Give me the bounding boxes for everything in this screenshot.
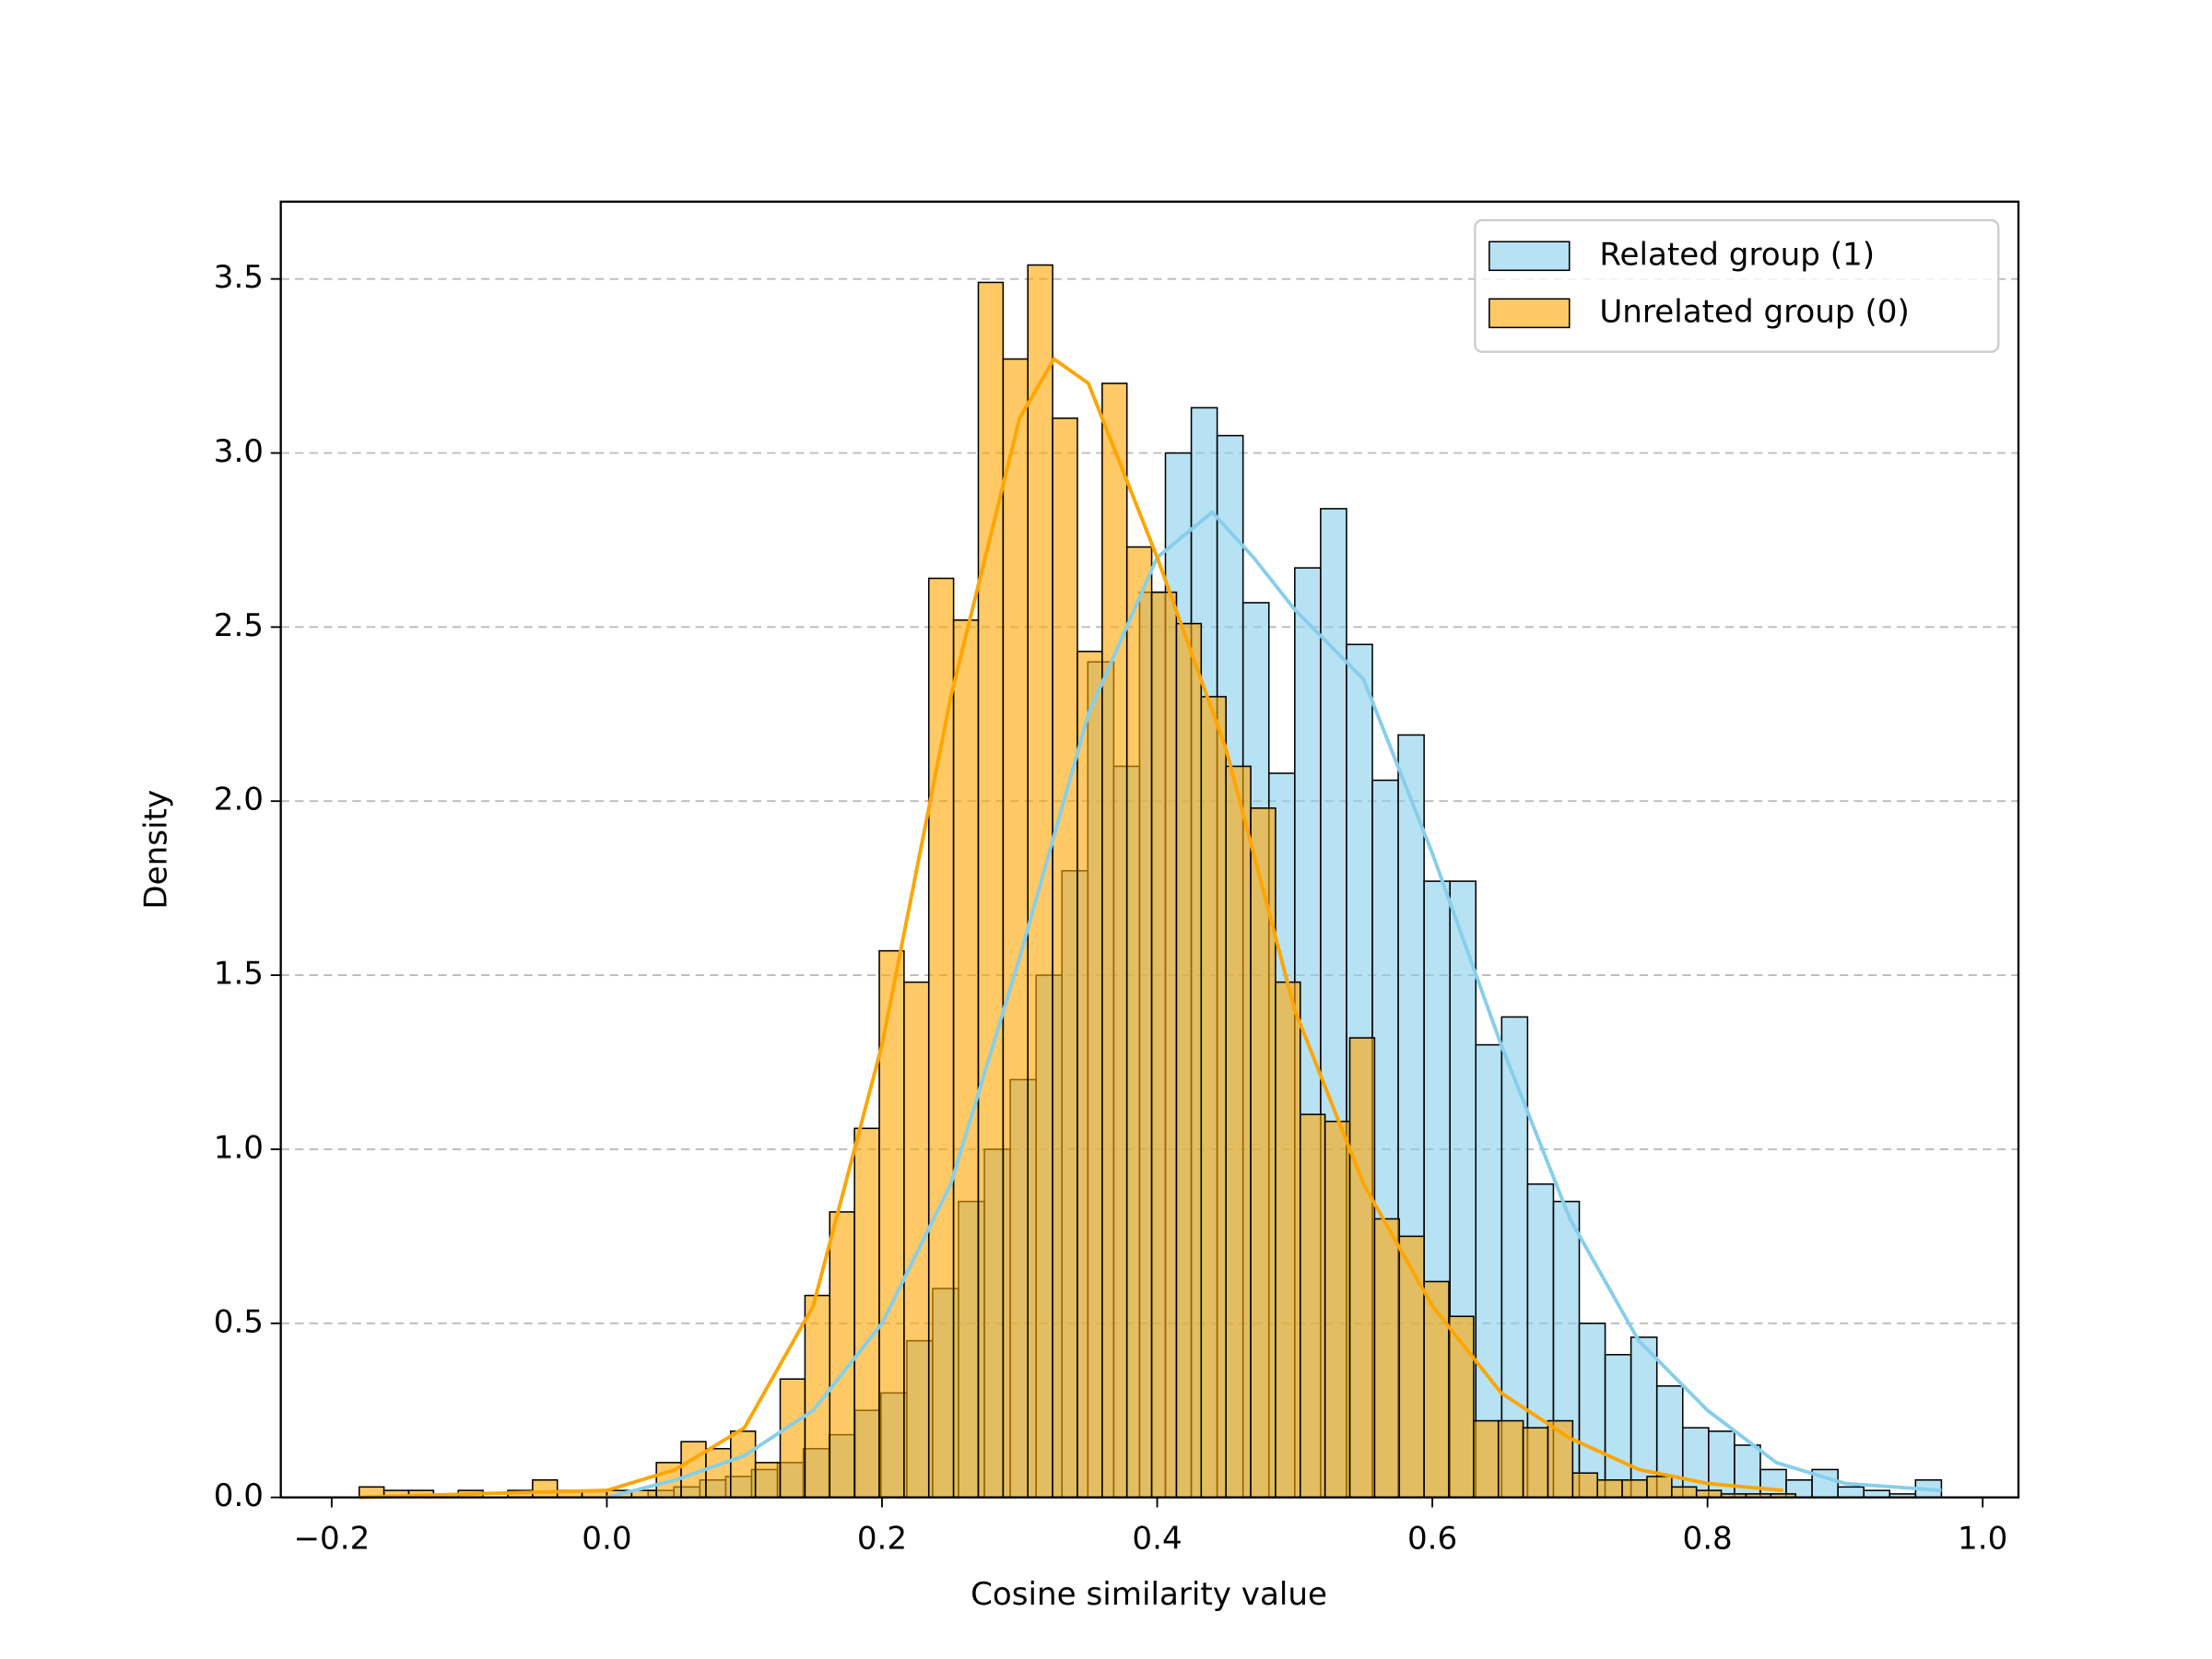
plot-frame <box>279 200 2020 1499</box>
legend-swatch <box>1488 241 1571 272</box>
histogram-bar <box>1497 1419 1524 1499</box>
histogram-bar <box>853 1127 880 1499</box>
histogram-bar <box>1125 546 1153 1499</box>
histogram-bar <box>532 1478 559 1499</box>
x-tick-label: 0.0 <box>582 1521 631 1558</box>
histogram-bar <box>1250 806 1277 1499</box>
histogram-bar <box>1646 1476 1673 1499</box>
x-tick-label: −0.2 <box>293 1521 370 1558</box>
legend-label: Unrelated group (0) <box>1599 293 1909 330</box>
x-tick-label: 1.0 <box>1958 1521 2007 1558</box>
histogram-bar <box>1077 651 1103 1499</box>
y-tick-label: 0.0 <box>214 1477 264 1514</box>
histogram-bar <box>1225 765 1252 1499</box>
y-tick-label: 0.5 <box>214 1303 264 1340</box>
histogram-bar <box>927 577 955 1499</box>
histogram-bar <box>1837 1486 1865 1499</box>
histogram-bar <box>1200 696 1227 1499</box>
histogram-bar <box>829 1211 855 1499</box>
histogram-bar <box>1002 358 1029 1499</box>
histogram-bar <box>730 1430 757 1499</box>
histogram-bar <box>1681 1427 1710 1499</box>
histogram-bar <box>1324 1120 1351 1499</box>
histogram-bar <box>1596 1478 1623 1499</box>
histogram-bar <box>1423 1280 1450 1499</box>
histogram-bar <box>1275 981 1301 1499</box>
histogram-bar <box>977 281 1005 1499</box>
x-tick-label: 0.8 <box>1682 1521 1732 1558</box>
histogram-bar <box>1300 1113 1326 1499</box>
x-tick-label: 0.2 <box>857 1521 907 1558</box>
histogram-bar <box>1621 1478 1648 1499</box>
y-tick-label: 1.0 <box>214 1129 264 1166</box>
y-tick-label: 2.5 <box>214 607 264 644</box>
y-axis-label: Density <box>138 790 175 910</box>
y-tick-label: 2.0 <box>214 782 264 818</box>
x-tick-label: 0.4 <box>1132 1521 1182 1558</box>
y-tick-label: 3.5 <box>214 259 264 296</box>
kde-line <box>359 356 1783 1500</box>
legend-swatch <box>1488 298 1571 329</box>
y-tick-label: 1.5 <box>214 956 264 993</box>
histogram-bar <box>952 619 980 1499</box>
histogram-bar <box>1473 1419 1500 1499</box>
x-tick-label: 0.6 <box>1407 1521 1457 1558</box>
y-tick-label: 3.0 <box>214 433 264 470</box>
histogram-bar <box>1708 1430 1735 1499</box>
histogram-bar <box>754 1462 782 1499</box>
histogram-bar <box>1150 591 1178 1499</box>
kde-line <box>606 510 1942 1500</box>
histogram-bar <box>779 1378 806 1499</box>
histogram-bar <box>1604 1354 1632 1499</box>
histogram-bar <box>1373 1218 1401 1499</box>
legend-label: Related group (1) <box>1599 236 1875 273</box>
histogram-bar <box>1398 1235 1425 1499</box>
histogram-bar <box>1522 1427 1549 1499</box>
histogram-bar <box>1348 1037 1376 1499</box>
histogram-bar <box>1571 1472 1598 1499</box>
x-axis-label: Cosine similarity value <box>971 1576 1327 1613</box>
histogram-bar <box>1671 1486 1698 1499</box>
histogram-bar <box>705 1447 732 1499</box>
histogram-bar <box>1101 382 1128 1499</box>
histogram-bar <box>1175 622 1203 1499</box>
histogram-bar <box>1052 417 1078 1499</box>
legend-box <box>1474 218 2000 353</box>
histogram-bar <box>1578 1323 1606 1499</box>
